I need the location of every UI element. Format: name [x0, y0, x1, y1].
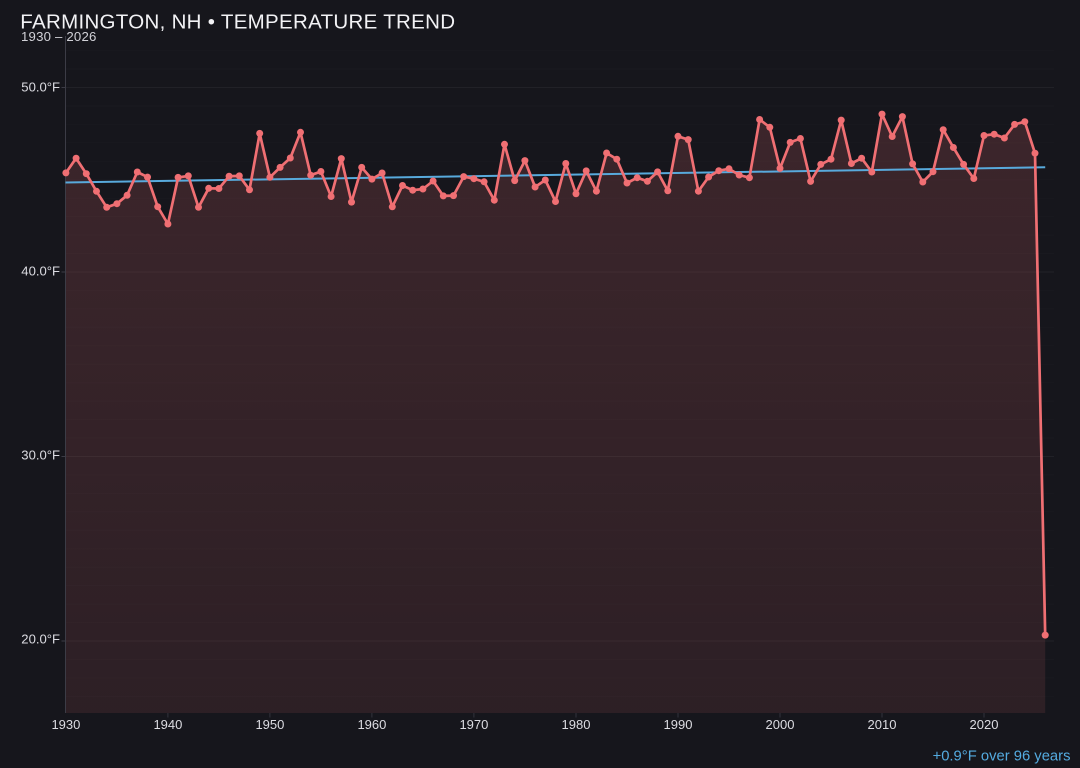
- svg-text:1940: 1940: [153, 717, 182, 732]
- svg-text:1960: 1960: [357, 717, 386, 732]
- svg-text:50.0°F: 50.0°F: [21, 80, 60, 95]
- svg-text:20.0°F: 20.0°F: [21, 632, 60, 647]
- svg-text:2000: 2000: [766, 717, 795, 732]
- svg-text:1950: 1950: [255, 717, 284, 732]
- svg-text:30.0°F: 30.0°F: [21, 448, 60, 463]
- svg-text:1930: 1930: [51, 717, 80, 732]
- svg-text:2010: 2010: [868, 717, 897, 732]
- svg-text:2020: 2020: [970, 717, 999, 732]
- svg-text:40.0°F: 40.0°F: [21, 264, 60, 279]
- svg-text:1980: 1980: [562, 717, 591, 732]
- svg-text:+0.9°F over 96 years: +0.9°F over 96 years: [933, 749, 1071, 765]
- svg-text:1930 – 2026: 1930 – 2026: [21, 29, 97, 44]
- svg-text:1970: 1970: [459, 717, 488, 732]
- svg-text:FARMINGTON, NH • TEMPERATURE T: FARMINGTON, NH • TEMPERATURE TREND: [20, 11, 455, 34]
- svg-text:1990: 1990: [664, 717, 693, 732]
